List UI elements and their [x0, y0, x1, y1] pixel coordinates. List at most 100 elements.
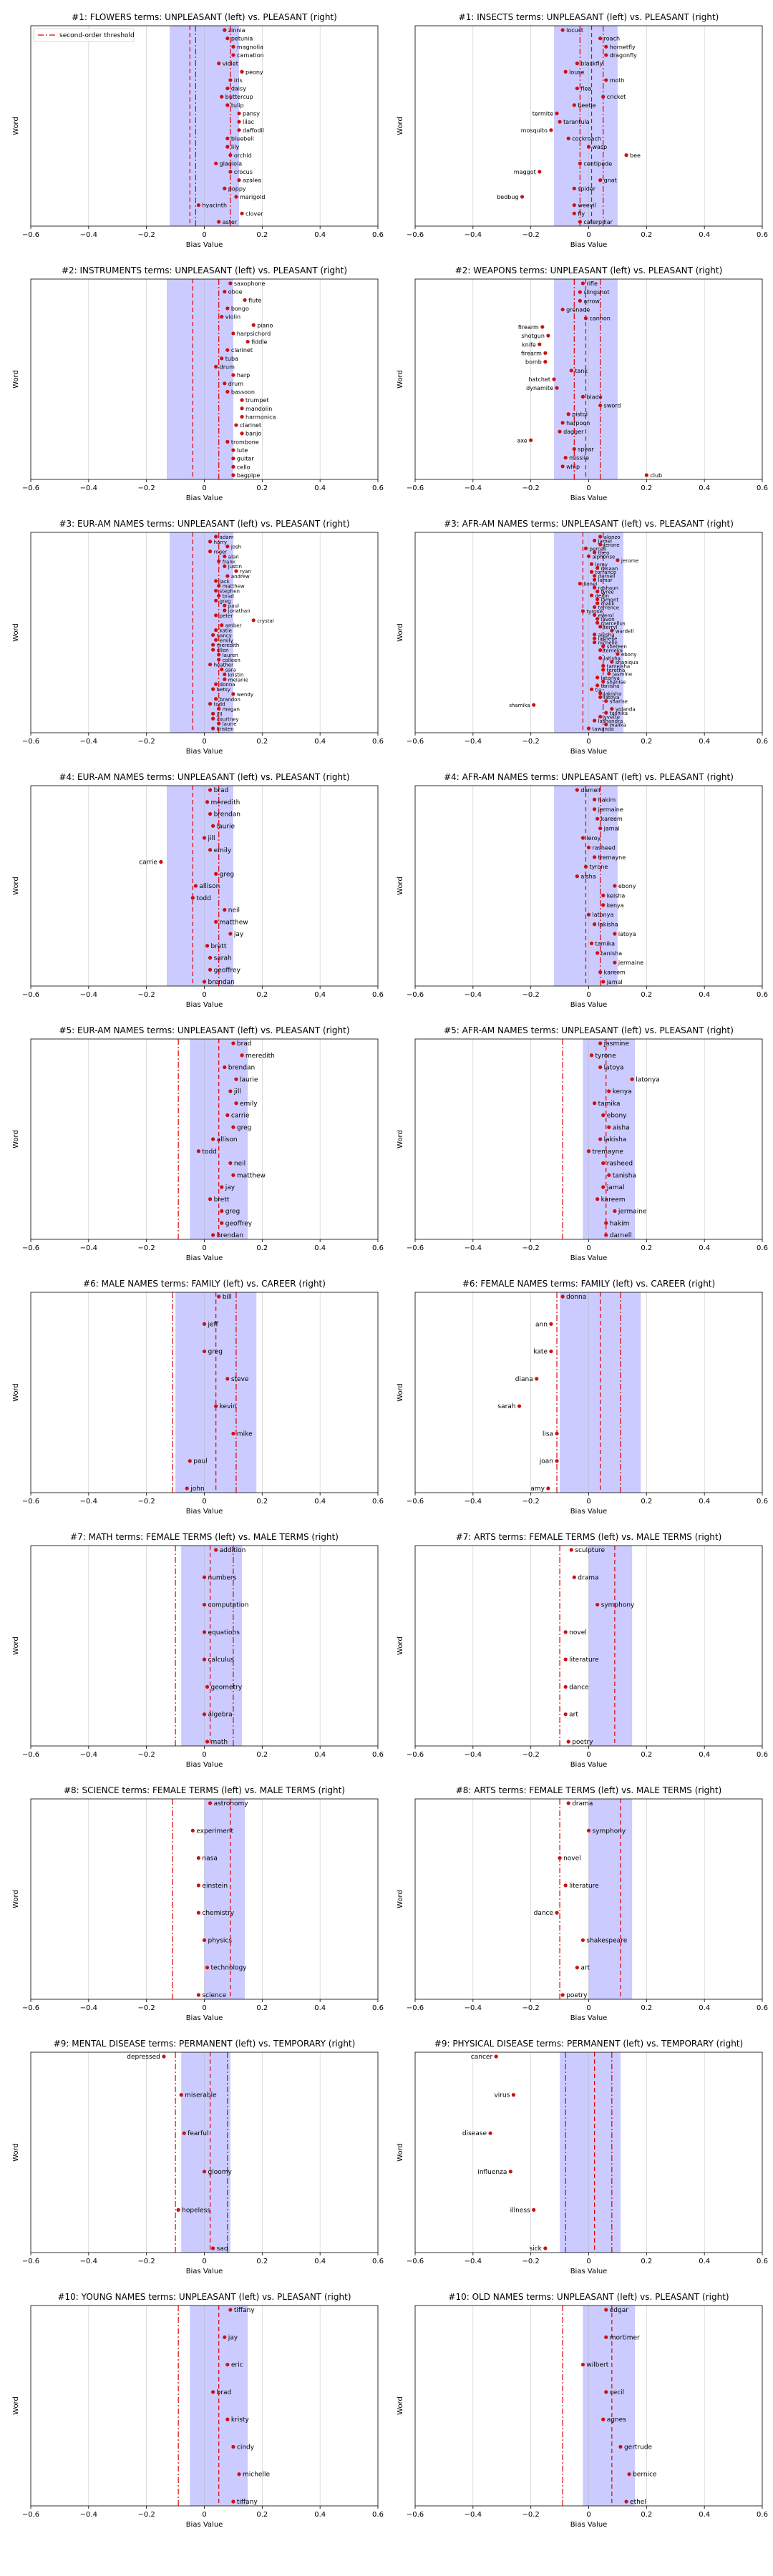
data-point [205, 1684, 210, 1689]
point-label: sara [225, 668, 236, 673]
x-tick-label: −0.2 [522, 1244, 540, 1252]
x-tick-label: 0.4 [699, 738, 710, 746]
x-axis-label: Bias Value [186, 1508, 223, 1516]
subplot-11: #6: MALE NAMES terms: FAMILY (left) vs. … [12, 1279, 384, 1516]
point-label: clarinet [231, 347, 253, 353]
confidence-band [554, 26, 618, 226]
subplot-16: #8: ARTS terms: FEMALE TERMS (left) vs. … [397, 1785, 768, 2022]
x-tick-label: −0.4 [465, 484, 482, 492]
x-tick-label: −0.2 [522, 738, 540, 746]
data-point [240, 406, 244, 411]
x-tick-label: −0.4 [465, 2511, 482, 2519]
x-tick-label: 0.2 [256, 1498, 268, 1506]
point-label: carnation [237, 52, 264, 59]
point-label: brendan [208, 979, 235, 986]
data-point [251, 618, 256, 623]
point-label: geoffrey [214, 967, 241, 974]
point-label: cricket [607, 94, 626, 100]
data-point [494, 2054, 498, 2059]
data-point [572, 203, 576, 208]
chart-title: #2: WEAPONS terms: UNPLEASANT (left) vs.… [455, 265, 723, 275]
x-tick-label: 0.6 [757, 738, 768, 746]
data-point [234, 1077, 238, 1081]
point-label: kenya [607, 902, 624, 909]
data-point [589, 687, 594, 691]
data-point [630, 1077, 634, 1081]
chart-title: #2: INSTRUMENTS terms: UNPLEASANT (left)… [62, 265, 347, 275]
data-point [231, 373, 235, 377]
confidence-band [560, 2052, 621, 2253]
x-tick-label: 0.4 [699, 484, 710, 492]
data-point [223, 1065, 227, 1070]
data-point [208, 848, 213, 852]
point-label: shaniqua [616, 660, 638, 665]
point-label: mortimer [610, 2334, 640, 2341]
y-axis-label: Word [12, 1383, 20, 1402]
point-label: greg [220, 871, 234, 878]
data-point [220, 94, 224, 99]
chart-title: #4: EUR-AM NAMES terms: UNPLEASANT (left… [59, 772, 349, 782]
x-tick-label: 0.6 [757, 1244, 768, 1252]
x-tick-label: 0.6 [757, 1498, 768, 1506]
confidence-band [588, 1546, 633, 1746]
data-point [583, 546, 588, 551]
point-label: jill [208, 835, 215, 842]
point-label: lamar [598, 577, 613, 583]
data-point [546, 1486, 550, 1491]
data-point [598, 648, 603, 653]
point-label: heather [214, 663, 234, 668]
data-point [601, 893, 606, 897]
data-point [176, 2207, 180, 2212]
data-point [595, 566, 600, 570]
data-point [558, 1855, 562, 1860]
subplot-4: #2: WEAPONS terms: UNPLEASANT (left) vs.… [397, 265, 768, 502]
data-point [549, 1322, 553, 1326]
data-point [607, 1125, 611, 1129]
point-label: bedbug [497, 194, 518, 200]
point-label: greg [237, 1124, 251, 1131]
data-point [508, 2170, 512, 2174]
point-label: dynamite [526, 385, 553, 391]
data-point [616, 652, 620, 656]
point-label: rifle [586, 280, 598, 287]
point-label: influenza [477, 2169, 507, 2176]
data-point [610, 707, 614, 711]
x-axis-label: Bias Value [570, 2268, 608, 2275]
point-label: ellen [217, 648, 229, 653]
data-point [220, 356, 224, 361]
x-tick-label: −0.4 [465, 738, 482, 746]
data-point [237, 2472, 241, 2477]
subplot-10: #5: AFR-AM NAMES terms: UNPLEASANT (left… [397, 1025, 768, 1262]
data-point [196, 1855, 201, 1860]
point-label: keisha [607, 892, 626, 899]
data-point [592, 605, 597, 610]
point-label: locust [566, 27, 583, 34]
data-point [601, 1161, 606, 1166]
chart-title: #5: AFR-AM NAMES terms: UNPLEASANT (left… [444, 1025, 734, 1035]
data-point [560, 464, 565, 469]
point-label: kristy [231, 2416, 250, 2424]
point-label: emily [214, 847, 232, 854]
data-point [231, 473, 235, 477]
point-label: meredith [245, 1053, 275, 1060]
data-point [578, 298, 582, 303]
x-tick-label: 0.6 [757, 991, 768, 999]
data-point [240, 414, 244, 419]
data-point [214, 919, 218, 924]
data-point [604, 711, 608, 715]
data-point [578, 582, 582, 586]
point-label: math [211, 1739, 228, 1746]
point-label: pansy [243, 111, 260, 117]
point-label: flute [248, 297, 261, 303]
x-tick-label: 0.4 [314, 484, 326, 492]
point-label: physics [208, 1937, 233, 1944]
data-point [598, 1137, 603, 1141]
point-label: zinnia [228, 27, 245, 34]
point-label: agnes [607, 2416, 626, 2424]
point-label: addition [220, 1547, 246, 1554]
x-tick-label: −0.2 [138, 2511, 155, 2519]
y-axis-label: Word [397, 1383, 404, 1402]
point-label: harry [214, 540, 228, 545]
point-label: tulip [231, 102, 244, 109]
point-label: theo [598, 550, 610, 556]
